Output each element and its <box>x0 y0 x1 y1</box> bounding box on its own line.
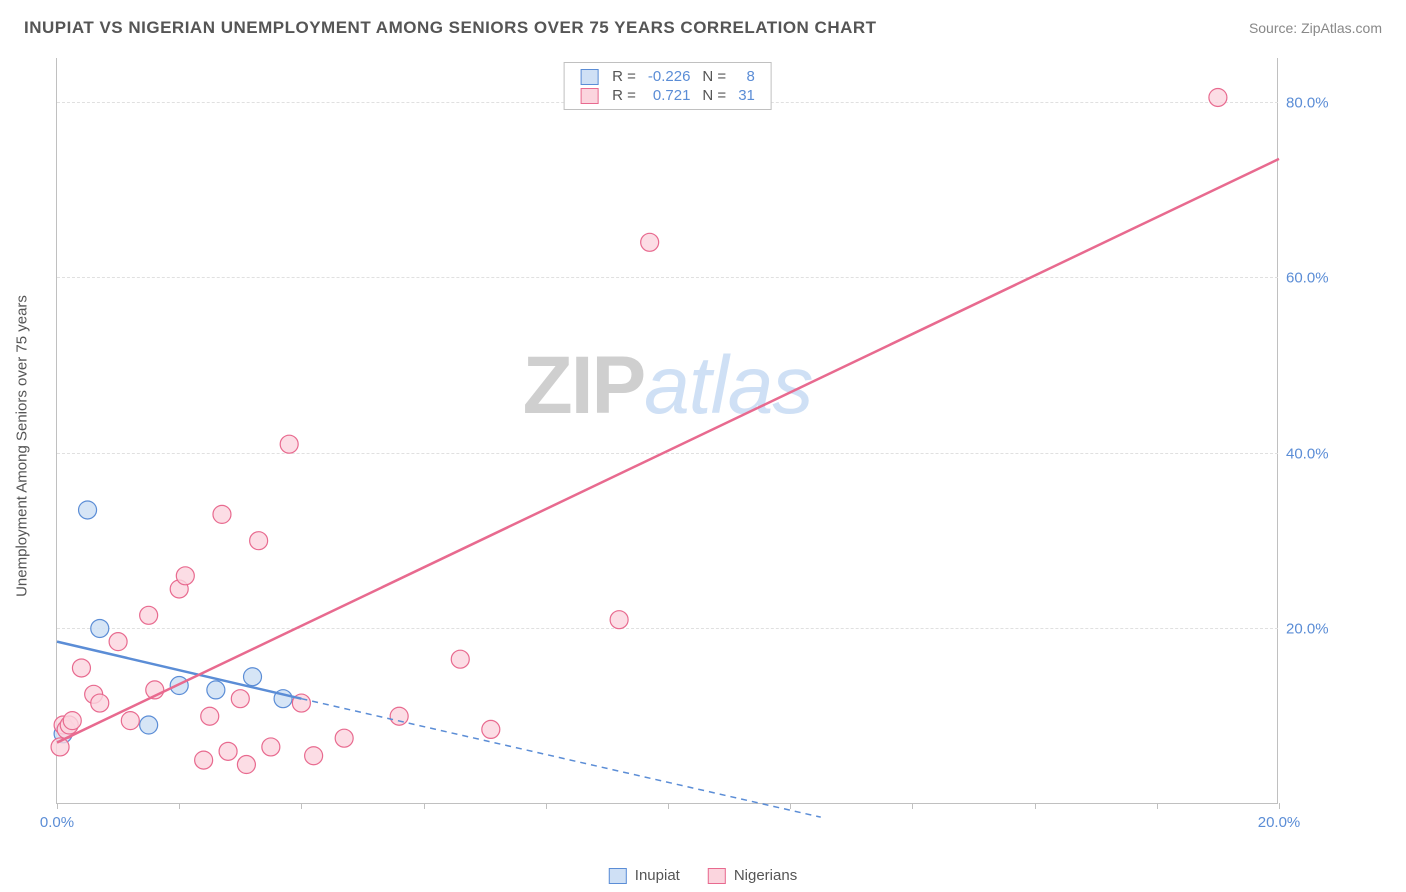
correlation-legend: R = -0.226 N = 8 R = 0.721 N = 31 <box>563 62 772 110</box>
r-label: R = <box>606 67 642 86</box>
n-label: N = <box>696 86 732 105</box>
chart-area: ZIPatlas 20.0%40.0%60.0%80.0% 0.0%20.0% … <box>56 58 1278 804</box>
n-value-inupiat: 8 <box>732 67 761 86</box>
legend-row-nigerians: R = 0.721 N = 31 <box>574 86 761 105</box>
n-value-nigerians: 31 <box>732 86 761 105</box>
scatter-plot <box>57 58 1278 803</box>
y-tick-label: 60.0% <box>1286 270 1342 287</box>
swatch-nigerians <box>580 88 598 104</box>
series-legend: Inupiat Nigerians <box>609 867 797 884</box>
chart-title: INUPIAT VS NIGERIAN UNEMPLOYMENT AMONG S… <box>24 18 877 38</box>
r-value-inupiat: -0.226 <box>642 67 697 86</box>
x-tick-label: 20.0% <box>1258 814 1301 831</box>
y-tick-label: 80.0% <box>1286 94 1342 111</box>
header: INUPIAT VS NIGERIAN UNEMPLOYMENT AMONG S… <box>24 18 1382 38</box>
x-tick-label: 0.0% <box>40 814 74 831</box>
r-label: R = <box>606 86 642 105</box>
legend-item-inupiat: Inupiat <box>609 867 680 884</box>
swatch-inupiat <box>580 69 598 85</box>
legend-row-inupiat: R = -0.226 N = 8 <box>574 67 761 86</box>
swatch-nigerians <box>708 868 726 884</box>
source-label: Source: ZipAtlas.com <box>1249 20 1382 36</box>
legend-item-nigerians: Nigerians <box>708 867 797 884</box>
swatch-inupiat <box>609 868 627 884</box>
legend-label-inupiat: Inupiat <box>635 867 680 884</box>
r-value-nigerians: 0.721 <box>642 86 697 105</box>
n-label: N = <box>696 67 732 86</box>
y-axis-label: Unemployment Among Seniors over 75 years <box>14 295 31 597</box>
legend-label-nigerians: Nigerians <box>734 867 797 884</box>
y-tick-label: 40.0% <box>1286 445 1342 462</box>
y-tick-label: 20.0% <box>1286 621 1342 638</box>
